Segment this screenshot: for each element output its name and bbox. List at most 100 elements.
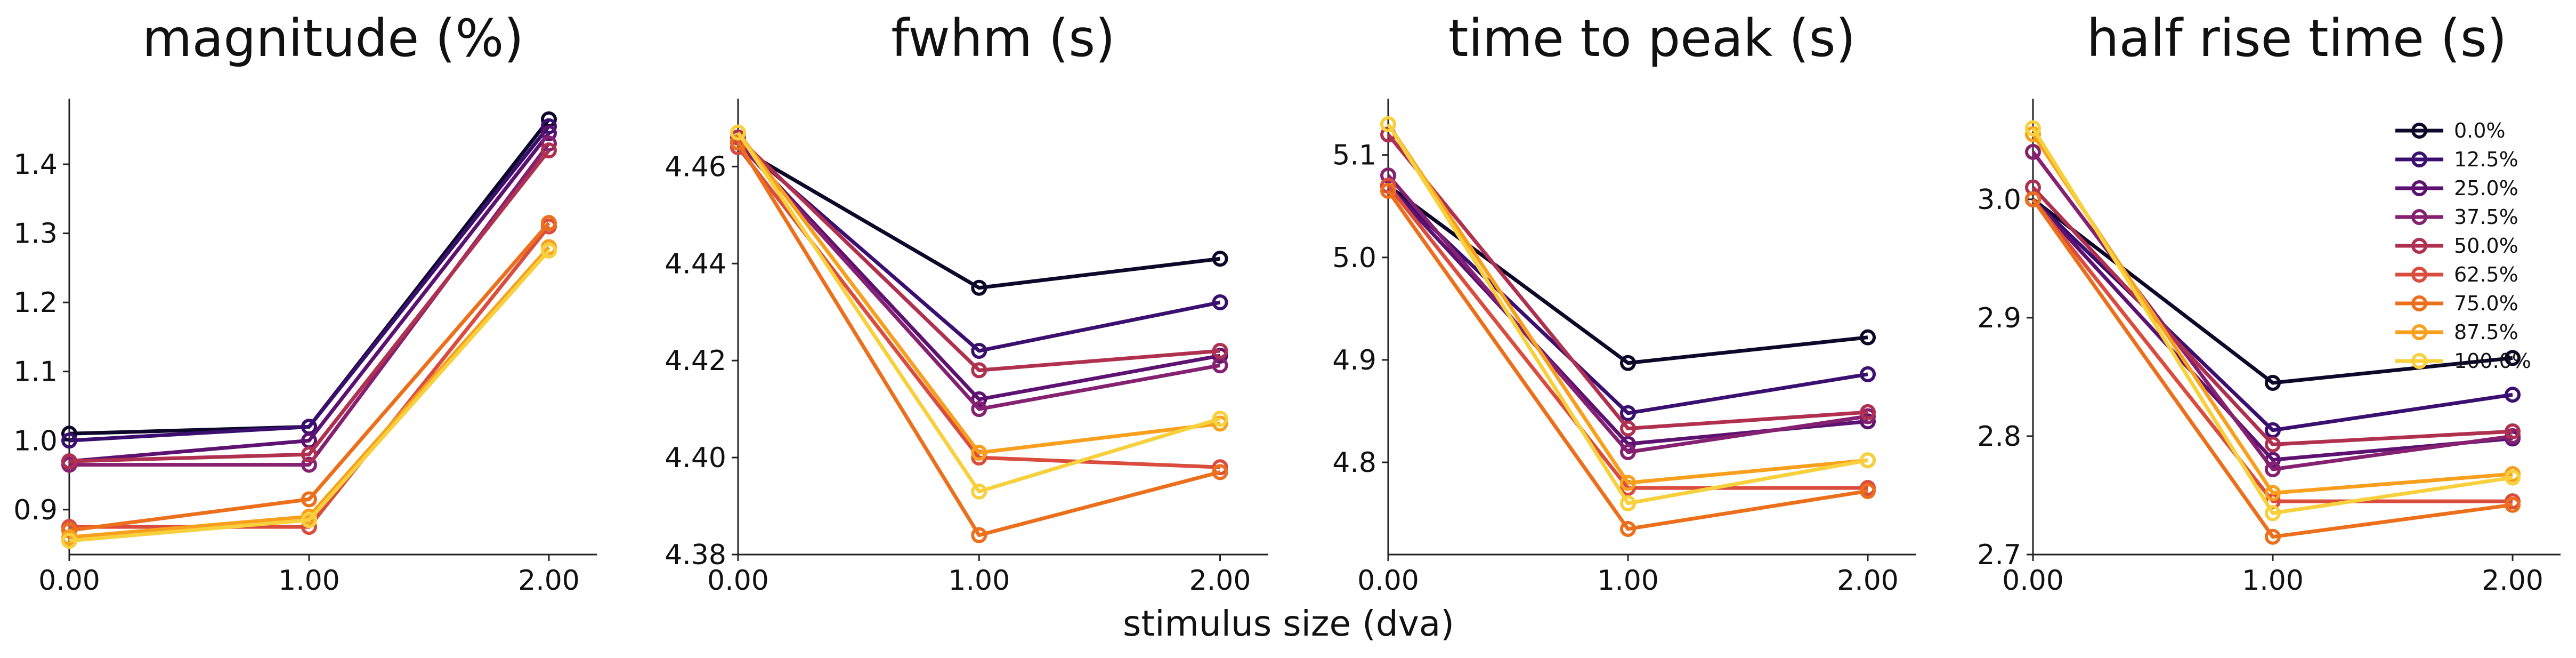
data-point: [541, 118, 557, 134]
series-37.5%: [2025, 143, 2521, 478]
y-tick-label: 1.1: [13, 356, 58, 388]
legend-swatch-marker: [2411, 353, 2427, 369]
data-point: [971, 401, 987, 418]
series-line: [69, 118, 550, 436]
data-point: [2505, 387, 2521, 403]
legend-swatch-marker: [2411, 180, 2427, 196]
series-0.0%: [61, 111, 557, 442]
y-tick-label: 1.3: [13, 218, 58, 250]
data-point: [2265, 485, 2281, 501]
series-line: [1387, 133, 1868, 431]
legend-swatch-marker: [2411, 209, 2427, 225]
x-tick-label: 1.00: [948, 565, 1010, 597]
data-point: [2025, 143, 2041, 160]
data-point: [1860, 404, 1876, 420]
chart-title: time to peak (s): [1448, 9, 1856, 68]
series-12.5%: [730, 134, 1228, 359]
data-point: [1380, 167, 1396, 184]
series-50.0%: [1380, 126, 1876, 437]
data-point: [1212, 415, 1228, 432]
y-tick-label: 5.0: [1332, 242, 1376, 274]
data-point: [2265, 528, 2281, 545]
data-point: [2025, 120, 2041, 137]
data-point: [730, 124, 746, 141]
series-75.0%: [2025, 191, 2521, 545]
y-tick-label: 3.0: [1977, 184, 2021, 216]
series-100.0%: [1380, 116, 1876, 511]
data-point: [2025, 191, 2041, 207]
data-point: [971, 527, 987, 543]
series-100.0%: [730, 124, 1228, 500]
data-point: [1620, 520, 1636, 537]
legend-label: 25.0%: [2454, 176, 2518, 200]
data-point: [1212, 294, 1228, 311]
legend-label: 37.5%: [2454, 205, 2518, 229]
series-100.0%: [2025, 120, 2521, 521]
data-point: [1620, 355, 1636, 371]
series-line: [2031, 127, 2513, 515]
y-tick-label: 1.0: [13, 425, 58, 457]
series-50.0%: [2025, 179, 2521, 453]
data-point: [1212, 348, 1228, 364]
legend-label: 50.0%: [2454, 234, 2518, 258]
data-point: [1860, 413, 1876, 430]
series-line: [736, 141, 1221, 411]
series-25.0%: [61, 125, 557, 470]
data-point: [541, 243, 557, 259]
data-point: [2025, 126, 2041, 142]
y-tick-label: 4.38: [665, 539, 726, 571]
data-point: [1860, 329, 1876, 346]
data-point: [1212, 342, 1228, 359]
chart-panel-4: half rise time (s) 2.7 2.8 2.9 3.0 0.00 1.00 2.…: [1977, 9, 2561, 597]
series-line: [69, 125, 550, 443]
data-point: [971, 483, 987, 500]
data-point: [2505, 496, 2521, 513]
series-line: [2031, 198, 2513, 503]
x-tick-label: 1.00: [278, 565, 340, 597]
series-line: [69, 225, 550, 529]
series-12.5%: [2025, 191, 2521, 438]
y-tick-label: 4.46: [665, 151, 726, 183]
y-tick-label: 4.44: [665, 248, 726, 280]
chart-title: half rise time (s): [2087, 9, 2507, 68]
series-line: [737, 145, 1220, 290]
x-tick-label: 1.00: [2242, 565, 2304, 597]
legend-label: 87.5%: [2454, 320, 2518, 344]
series-line: [1387, 174, 1868, 454]
series-line: [1387, 189, 1868, 531]
data-point: [971, 362, 987, 379]
y-tick-label: 0.9: [13, 494, 58, 526]
legend-swatch-marker: [2411, 123, 2427, 139]
data-point: [1860, 452, 1876, 469]
data-point: [971, 342, 987, 359]
x-tick-label: 0.00: [1357, 565, 1419, 597]
legend-label: 62.5%: [2454, 263, 2518, 286]
series-12.5%: [61, 118, 557, 449]
series-37.5%: [730, 134, 1228, 418]
y-tick-label: 4.9: [1332, 344, 1376, 376]
legend-swatch-marker: [2411, 238, 2427, 254]
chart-title: magnitude (%): [142, 9, 524, 68]
data-point: [1380, 182, 1396, 199]
data-point: [301, 446, 317, 463]
data-point: [2265, 436, 2281, 453]
series-0.0%: [1380, 178, 1876, 371]
data-point: [61, 432, 77, 449]
y-tick-label: 1.2: [13, 287, 58, 319]
y-tick-label: 4.40: [665, 442, 726, 474]
legend-swatch-marker: [2411, 295, 2427, 311]
series-50.0%: [730, 129, 1228, 379]
y-tick-label: 2.8: [1977, 421, 2021, 453]
series-line: [69, 221, 550, 533]
y-tick-label: 4.42: [665, 345, 726, 377]
series-62.5%: [730, 139, 1228, 476]
y-tick-label: 5.1: [1332, 140, 1376, 172]
data-point: [2265, 374, 2281, 391]
series-line: [736, 136, 1220, 372]
series-75.0%: [61, 215, 557, 539]
data-point: [541, 215, 557, 231]
x-tick-label: 0.00: [2002, 565, 2064, 597]
chart-panel-1: magnitude (%) 0.9 1.0 1.1 1.2 1.3 1.4 0.00 1.00 2…: [13, 9, 597, 597]
y-tick-label: 4.8: [1332, 447, 1376, 479]
